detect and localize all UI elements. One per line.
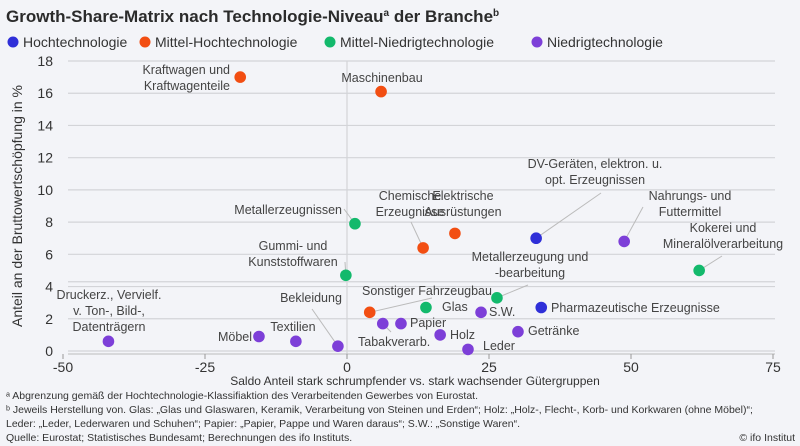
data-point[interactable]: [376, 317, 389, 330]
legend: Hochtechnologie Mittel-Hochtechnologie Mit…: [7, 34, 663, 50]
point-label: Glas: [442, 300, 468, 314]
data-point[interactable]: [420, 301, 432, 314]
data-point[interactable]: [234, 71, 247, 83]
x-tick-label: -50: [53, 359, 73, 375]
copyright: © ifo Institut: [739, 432, 795, 444]
data-point[interactable]: [375, 85, 387, 98]
y-tick-label: 16: [37, 85, 53, 101]
point-label: Metallerzeugung und: [472, 250, 589, 264]
point-label: Gummi- und: [259, 239, 328, 253]
data-point[interactable]: [449, 227, 461, 240]
leader-line: [311, 308, 339, 347]
point-label: Futtermittel: [659, 205, 722, 219]
data-point[interactable]: [462, 343, 474, 356]
point-label: Metallerzeugnissen: [234, 203, 342, 217]
point-label: -bearbeitung: [495, 266, 565, 280]
point-label: Chemische: [379, 189, 442, 203]
data-point[interactable]: [512, 325, 524, 338]
point-label: Erzeugnisse: [376, 205, 445, 219]
point-label: Kokerei und: [690, 221, 757, 235]
legend-entry-0: Hochtechnologie: [23, 34, 128, 50]
x-tick-label: 50: [623, 359, 639, 375]
x-tick-label: -25: [195, 359, 215, 375]
leader-line: [535, 192, 602, 239]
chart-title: Growth-Share-Matrix nach Technologie-Niv…: [6, 7, 499, 26]
point-label: Kraftwagenteile: [144, 79, 230, 93]
point-label: opt. Erzeugnissen: [545, 173, 645, 187]
y-tick-label: 2: [45, 311, 53, 327]
footnote-b-cont: Leder: „Leder, Lederwaren und Schuhen“; …: [6, 418, 520, 430]
point-label: Elektrische: [432, 189, 493, 203]
point-label: Holz: [450, 328, 475, 342]
point-label: Sonstiger Fahrzeugbau: [362, 284, 492, 298]
point-label: Nahrungs- und: [649, 189, 732, 203]
data-point[interactable]: [290, 335, 302, 348]
data-point[interactable]: [332, 340, 344, 352]
point-label: Mineralölverarbeitung: [663, 237, 783, 251]
data-point[interactable]: [693, 264, 705, 277]
data-point[interactable]: [340, 269, 352, 282]
y-tick-label: 12: [37, 150, 53, 166]
footnote-a: ᵃ Abgrenzung gemäß der Hochtechnologie-K…: [6, 390, 478, 402]
point-label: S.W.: [489, 305, 515, 319]
data-point[interactable]: [618, 235, 630, 248]
x-axis-label: Saldo Anteil stark schrumpfender vs. sta…: [230, 374, 600, 388]
y-tick-label: 4: [45, 279, 53, 295]
legend-entry-1: Mittel-Hochtechnologie: [155, 34, 298, 50]
point-label: Druckerz., Vervielf.: [57, 288, 162, 302]
point-label: Tabakverarb.: [358, 335, 430, 349]
point-label: v. Ton-, Bild-,: [73, 304, 145, 318]
data-point[interactable]: [395, 317, 407, 330]
legend-marker-2: [324, 36, 336, 48]
data-point[interactable]: [349, 217, 361, 230]
point-label: Papier: [410, 316, 446, 330]
point-label: Datenträgern: [73, 320, 146, 334]
data-point[interactable]: [417, 242, 429, 254]
legend-marker-3: [531, 36, 543, 48]
point-label: Textilien: [270, 320, 315, 334]
point-label: Bekleidung: [280, 291, 342, 305]
point-label: Ausrüstungen: [424, 205, 501, 219]
data-point[interactable]: [530, 232, 542, 245]
y-axis-label: Anteil an der Bruttowertschöpfung in %: [9, 85, 25, 327]
point-label: Möbel: [218, 330, 252, 344]
data-point[interactable]: [491, 292, 503, 304]
data-point[interactable]: [253, 330, 265, 343]
data-point[interactable]: [535, 301, 548, 314]
x-tick-label: 0: [343, 359, 351, 375]
legend-marker-1: [139, 36, 151, 48]
data-point[interactable]: [102, 335, 115, 348]
y-tick-label: 14: [37, 117, 53, 133]
legend-marker-0: [7, 36, 19, 48]
y-tick-label: 8: [45, 214, 53, 230]
point-label: Kraftwagen und: [142, 63, 230, 77]
data-point[interactable]: [475, 306, 487, 319]
legend-entry-3: Niedrigtechnologie: [547, 34, 663, 50]
data-point[interactable]: [434, 329, 446, 341]
point-label: Pharmazeutische Erzeugnisse: [551, 301, 720, 315]
legend-entry-2: Mittel-Niedrigtechnologie: [340, 34, 494, 50]
point-label: Leder: [483, 339, 515, 353]
footnote-b: ᵇ Jeweils Herstellung von. Glas: „Glas u…: [6, 404, 753, 416]
y-tick-label: 10: [37, 182, 53, 198]
y-tick-label: 6: [45, 246, 53, 262]
point-label: Getränke: [528, 324, 579, 338]
point-label: Kunststoffwaren: [248, 255, 337, 269]
point-label: DV-Geräten, elektron. u.: [528, 157, 663, 171]
source-note: Quelle: Eurostat; Statistisches Bundesam…: [6, 432, 352, 444]
point-label: Maschinenbau: [341, 71, 422, 85]
leader-line: [623, 206, 644, 242]
data-point[interactable]: [363, 306, 376, 319]
leader-line: [369, 297, 433, 313]
y-tick-label: 18: [37, 53, 53, 69]
y-tick-label: 0: [45, 343, 53, 359]
x-tick-label: 25: [481, 359, 497, 375]
x-tick-label: 75: [765, 359, 781, 375]
